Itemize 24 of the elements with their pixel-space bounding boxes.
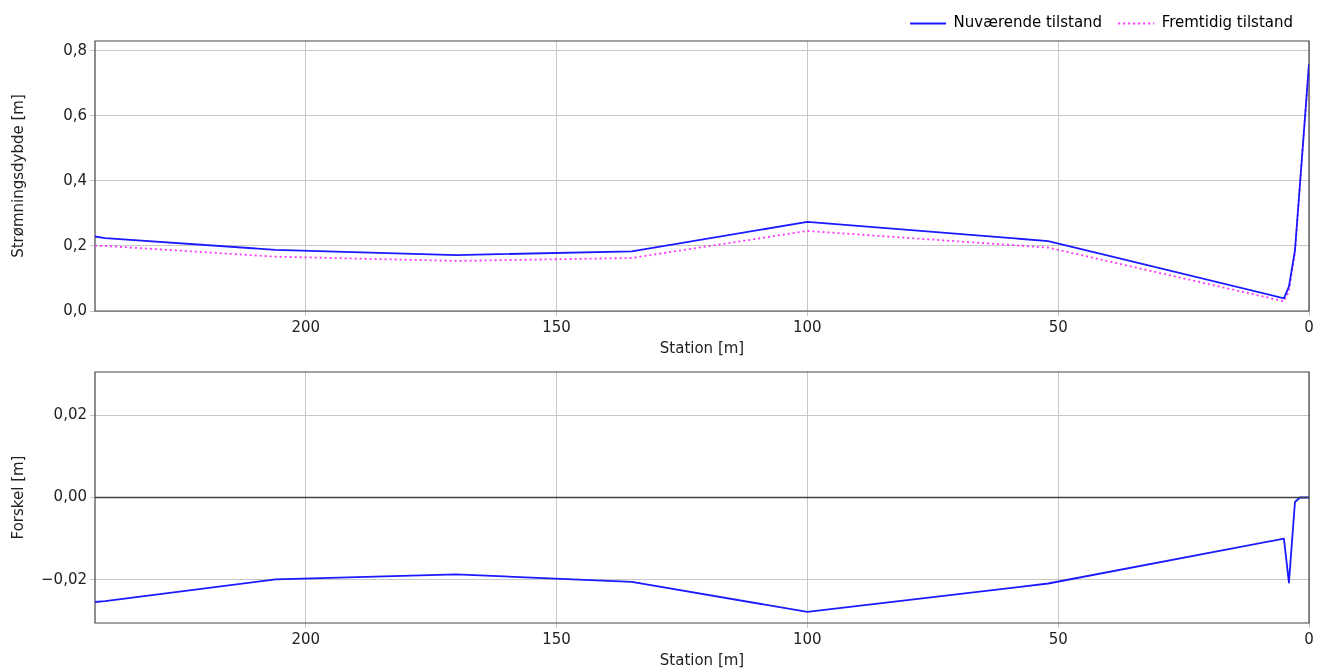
x-tick-label: 50 [1048, 317, 1068, 336]
y-axis-title: Strømningsdybde [m] [8, 94, 27, 258]
y-tick-label: 0,2 [63, 235, 87, 254]
x-tick-label: 150 [542, 629, 571, 648]
legend-label: Fremtidig tilstand [1161, 13, 1293, 32]
x-tick-label: 0 [1304, 629, 1314, 648]
y-tick-label: 0,8 [63, 40, 87, 59]
y-tick-label: −0,02 [41, 569, 87, 588]
y-tick-label: 0,00 [53, 487, 87, 506]
x-tick-label: 200 [291, 629, 321, 648]
y-tick-label: 0,4 [63, 170, 87, 189]
x-tick-label: 150 [542, 317, 571, 336]
x-axis-title: Station [m] [659, 650, 745, 669]
x-tick-label: 100 [793, 629, 822, 648]
x-tick-label: 50 [1048, 629, 1068, 648]
x-tick-label: 0 [1304, 317, 1314, 336]
x-axis-title: Station [m] [659, 338, 745, 357]
y-axis-title: Forskel [m] [8, 455, 27, 540]
y-tick-label: 0,6 [63, 105, 87, 124]
legend-label: Nuværende tilstand [953, 13, 1103, 32]
y-tick-label: 0,02 [53, 405, 87, 424]
x-tick-label: 200 [291, 317, 321, 336]
y-tick-label: 0,0 [63, 300, 87, 319]
x-tick-label: 100 [793, 317, 822, 336]
